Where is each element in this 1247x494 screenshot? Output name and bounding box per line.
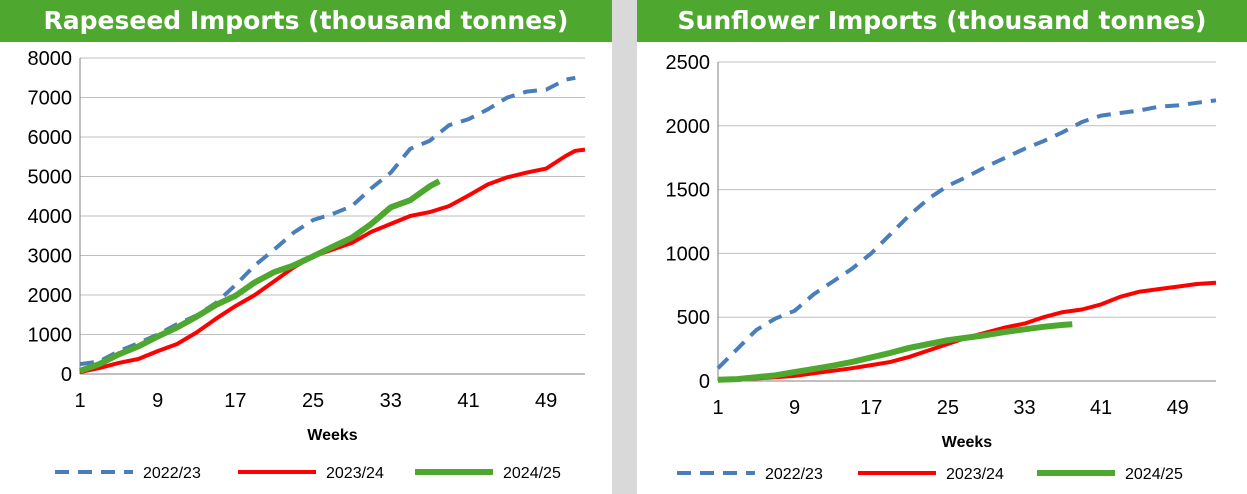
- y-tick-label: 1000: [28, 325, 73, 347]
- rapeseed-chart-panel: Rapeseed Imports (thousand tonnes) 0 1000…: [0, 0, 612, 494]
- x-tick-label: 33: [380, 390, 402, 412]
- x-tick-label: 41: [457, 390, 479, 412]
- x-tick-label: 41: [1090, 397, 1112, 419]
- y-tick-label: 8000: [28, 48, 73, 70]
- y-tick-label: 3000: [28, 246, 73, 268]
- x-tick-label: 25: [937, 397, 959, 419]
- x-tick-label: 9: [789, 397, 800, 419]
- y-tick-label: 7000: [28, 88, 73, 110]
- x-tick-label: 33: [1013, 397, 1035, 419]
- x-tick-label: 17: [860, 397, 882, 419]
- series-line-2024-25: [79, 178, 441, 374]
- series-line-2022-23: [716, 98, 1217, 370]
- y-tick-label: 6000: [28, 127, 73, 149]
- x-tick-label: 9: [152, 390, 163, 412]
- legend-label: 2023/24: [326, 465, 384, 482]
- x-tick-label: 49: [535, 390, 557, 412]
- y-tick-label: 0: [61, 364, 72, 386]
- series-line-2024-25: [717, 321, 1073, 383]
- y-tick-label: 4000: [28, 206, 73, 228]
- x-tick-label: 1: [74, 390, 85, 412]
- x-tick-label: 25: [302, 390, 324, 412]
- sunflower-chart: 0 500 1000 1500 2000 2500 1 9 17 25 33 41 49 Weeks 202…: [666, 52, 1217, 483]
- y-tick-label: 2000: [28, 285, 73, 307]
- legend-label: 2024/25: [1125, 466, 1183, 483]
- y-tick-label: 1500: [666, 180, 711, 202]
- chart-title: Rapeseed Imports (thousand tonnes): [0, 0, 612, 42]
- legend-label: 2024/25: [503, 465, 561, 482]
- y-tick-label: 2500: [666, 52, 711, 74]
- y-tick-label: 0: [699, 371, 710, 393]
- x-tick-label: 49: [1167, 397, 1189, 419]
- y-tick-label: 500: [677, 307, 710, 329]
- sunflower-chart-panel: Sunflower Imports (thousand tonnes) 0 500…: [637, 0, 1247, 494]
- legend-label: 2022/23: [765, 466, 823, 483]
- x-axis-title: Weeks: [307, 427, 358, 444]
- x-tick-label: 1: [712, 397, 723, 419]
- chart-title: Sunflower Imports (thousand tonnes): [637, 0, 1247, 42]
- panel-divider: [612, 0, 637, 494]
- x-axis-title: Weeks: [942, 434, 993, 451]
- series-line-2022-23: [79, 75, 576, 367]
- series-line-2023-24: [717, 280, 1217, 382]
- y-tick-label: 2000: [666, 116, 711, 138]
- legend-label: 2022/23: [143, 465, 201, 482]
- x-tick-label: 17: [224, 390, 246, 412]
- series-line-2023-24: [79, 147, 586, 374]
- legend-label: 2023/24: [946, 466, 1004, 483]
- y-tick-label: 5000: [28, 167, 73, 189]
- y-tick-label: 1000: [666, 243, 711, 265]
- rapeseed-chart: 0 1000 2000 3000 4000 5000 6000 7000 8000 1 9 17 25 3…: [28, 48, 586, 482]
